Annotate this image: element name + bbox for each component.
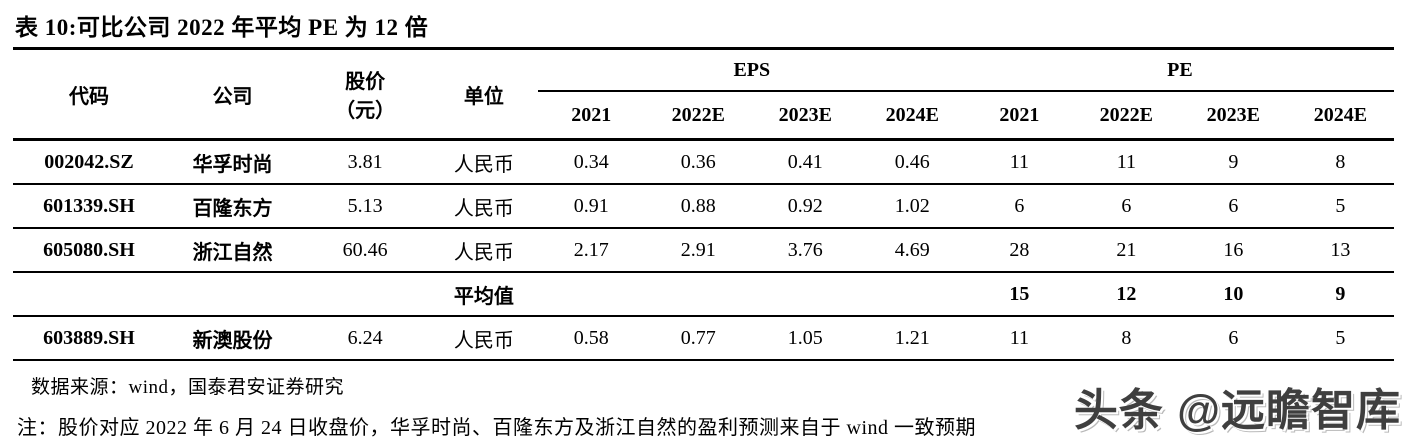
cell-eps: 1.21 <box>858 316 966 361</box>
header-year-row: 2021 2022E 2023E 2024E 2021 2022E 2023E … <box>13 91 1394 140</box>
header-price: 股价 （元） <box>300 50 430 140</box>
cell-eps: 0.34 <box>537 138 645 185</box>
data-source-text: 数据来源：wind，国泰君安证券研究 <box>31 377 345 398</box>
cell-eps: 0.36 <box>644 138 752 185</box>
cell-pe: 6 <box>1179 184 1287 229</box>
header-unit: 单位 <box>463 85 504 108</box>
cell-price: 60.46 <box>300 228 431 273</box>
cell-pe: 8 <box>1072 316 1180 361</box>
cell-empty <box>537 272 645 317</box>
cell-average-label: 平均值 <box>430 272 538 317</box>
cell-pe: 5 <box>1286 184 1394 229</box>
header-eps-year: 2023E <box>778 103 832 126</box>
cell-eps: 0.58 <box>537 316 645 361</box>
cell-eps: 0.88 <box>644 184 752 229</box>
cell-code: 603889.SH <box>13 316 165 361</box>
table-title: 表 10:可比公司 2022 年平均 PE 为 12 倍 <box>13 6 1394 50</box>
cell-eps: 0.92 <box>751 184 859 229</box>
cell-empty <box>644 272 752 317</box>
cell-eps: 1.02 <box>858 184 966 229</box>
cell-unit: 人民币 <box>430 316 538 361</box>
cell-pe: 9 <box>1179 138 1287 185</box>
cell-pe: 11 <box>1072 138 1180 185</box>
cell-price: 6.24 <box>300 316 431 361</box>
cell-code: 605080.SH <box>13 228 165 273</box>
cell-pe: 6 <box>1179 316 1287 361</box>
cell-eps: 0.41 <box>751 138 859 185</box>
cell-empty <box>858 272 966 317</box>
table-row: 601339.SH 百隆东方 5.13 人民币 0.91 0.88 0.92 1… <box>13 184 1394 229</box>
cell-eps: 4.69 <box>858 228 966 273</box>
cell-pe: 8 <box>1286 138 1394 185</box>
cell-price: 3.81 <box>300 138 431 185</box>
cell-pe-average: 10 <box>1179 272 1287 317</box>
cell-company: 新澳股份 <box>164 316 301 361</box>
header-eps-year: 2022E <box>671 103 725 126</box>
cell-pe: 6 <box>965 184 1073 229</box>
cell-eps: 2.91 <box>644 228 752 273</box>
cell-price: 5.13 <box>300 184 431 229</box>
cell-eps: 0.46 <box>858 138 966 185</box>
header-code: 代码 <box>68 85 109 108</box>
header-group-pe: PE <box>965 50 1394 92</box>
cell-eps: 3.76 <box>751 228 859 273</box>
cell-pe-average: 9 <box>1286 272 1394 317</box>
cell-eps: 2.17 <box>537 228 645 273</box>
cell-code: 002042.SZ <box>13 138 165 185</box>
watermark-text: 头条 @远瞻智库 <box>1073 386 1401 435</box>
cell-company: 华孚时尚 <box>164 138 301 185</box>
header-pe-year: 2021 <box>999 103 1040 126</box>
header-price-line2: （元） <box>335 100 396 122</box>
cell-code: 601339.SH <box>13 184 165 229</box>
header-group-eps: EPS <box>537 50 966 92</box>
cell-empty <box>13 272 165 317</box>
header-pe-year: 2023E <box>1206 103 1261 126</box>
cell-unit: 人民币 <box>430 138 538 185</box>
cell-company: 浙江自然 <box>164 228 301 273</box>
cell-eps: 1.05 <box>751 316 859 361</box>
comparable-companies-table: 代码 公司 股价 （元） 单位 EPS PE 2021 2022E 2023E … <box>13 50 1394 361</box>
cell-pe-average: 12 <box>1072 272 1180 317</box>
header-eps-year: 2021 <box>571 103 612 126</box>
cell-pe: 16 <box>1179 228 1287 273</box>
cell-eps: 0.77 <box>644 316 752 361</box>
cell-pe: 28 <box>965 228 1073 273</box>
cell-pe: 21 <box>1072 228 1180 273</box>
header-company: 公司 <box>212 85 253 108</box>
cell-pe: 6 <box>1072 184 1180 229</box>
header-pe-year: 2024E <box>1313 103 1368 126</box>
table-row: 605080.SH 浙江自然 60.46 人民币 2.17 2.91 3.76 … <box>13 228 1394 273</box>
table-row: 603889.SH 新澳股份 6.24 人民币 0.58 0.77 1.05 1… <box>13 316 1394 361</box>
table-row: 002042.SZ 华孚时尚 3.81 人民币 0.34 0.36 0.41 0… <box>13 138 1394 185</box>
header-eps-year: 2024E <box>885 103 939 126</box>
cell-company: 百隆东方 <box>164 184 301 229</box>
cell-pe: 11 <box>965 316 1073 361</box>
cell-empty <box>300 272 431 317</box>
cell-empty <box>751 272 859 317</box>
cell-pe-average: 15 <box>965 272 1073 317</box>
cell-empty <box>164 272 301 317</box>
cell-pe: 13 <box>1286 228 1394 273</box>
header-group-row: 代码 公司 股价 （元） 单位 EPS PE <box>13 50 1394 122</box>
header-pe-year: 2022E <box>1099 103 1153 126</box>
cell-pe: 11 <box>965 138 1073 185</box>
header-price-line1: 股价 <box>345 71 386 93</box>
average-row: 平均值 15 12 10 9 <box>13 272 1394 317</box>
cell-unit: 人民币 <box>430 184 538 229</box>
cell-unit: 人民币 <box>430 228 538 273</box>
cell-eps: 0.91 <box>537 184 645 229</box>
cell-pe: 5 <box>1286 316 1394 361</box>
